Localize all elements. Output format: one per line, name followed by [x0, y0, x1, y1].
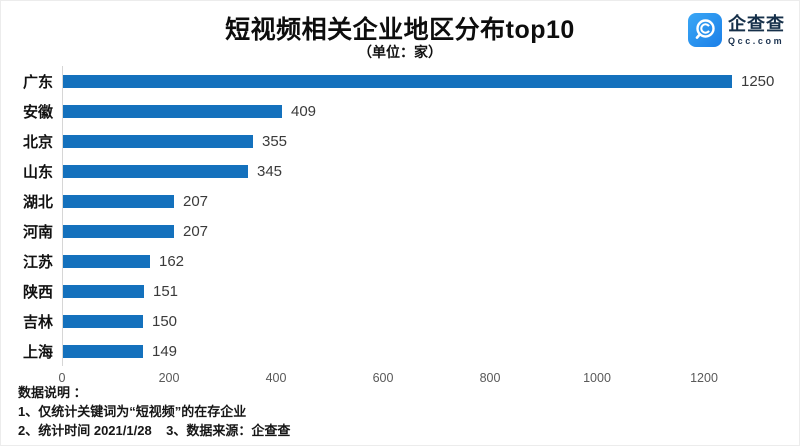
bar	[63, 74, 732, 88]
category-label: 安徽	[22, 103, 53, 121]
x-tick-label: 1000	[583, 371, 611, 385]
bar	[63, 164, 248, 178]
category-label: 山东	[22, 163, 53, 181]
page-title: 短视频相关企业地区分布top10	[225, 16, 575, 44]
bar	[63, 134, 253, 148]
bar-track: 345	[62, 156, 799, 186]
value-label: 409	[291, 102, 317, 120]
value-label: 207	[183, 192, 209, 210]
bar-row: 安徽 409	[1, 96, 799, 126]
bar	[63, 314, 143, 328]
value-label: 151	[153, 282, 179, 300]
bar	[63, 194, 174, 208]
value-label: 355	[262, 132, 288, 150]
x-tick-label: 200	[158, 371, 180, 385]
x-tick-label: 600	[372, 371, 394, 385]
value-label: 162	[159, 252, 185, 270]
bar-chart: 广东 1250 安徽 409 北京 355 山东 345 湖北 207 河南 207 江苏 162 陕西 15…	[1, 66, 799, 389]
category-label: 广东	[22, 73, 53, 91]
x-axis: 0 200 400 600 800 1000 1200	[1, 371, 799, 389]
bar-row: 广东 1250	[1, 66, 799, 96]
qcc-logo-domain: Qcc.com	[728, 35, 785, 46]
bar	[63, 104, 282, 118]
value-label: 150	[152, 312, 178, 330]
data-note-2: 2、统计时间 2021/1/28 3、数据来源：企查查	[18, 423, 291, 438]
x-tick-label: 800	[479, 371, 501, 385]
bar-row: 山东 345	[1, 156, 799, 186]
bar	[63, 224, 174, 238]
bar-rows: 广东 1250 安徽 409 北京 355 山东 345 湖北 207 河南 207 江苏 162 陕西 15…	[1, 66, 799, 366]
bar-track: 151	[62, 276, 799, 306]
category-label: 陕西	[22, 283, 53, 301]
bar-track: 1250	[62, 66, 799, 96]
value-label: 207	[183, 222, 209, 240]
bar-track: 150	[62, 306, 799, 336]
bar-row: 上海 149	[1, 336, 799, 366]
bar-row: 北京 355	[1, 126, 799, 156]
category-label: 湖北	[22, 193, 53, 211]
bar-row: 湖北 207	[1, 186, 799, 216]
bar-row: 江苏 162	[1, 246, 799, 276]
qcc-logo-text: 企查查 Qcc.com	[728, 15, 785, 46]
bar-track: 207	[62, 216, 799, 246]
bar-row: 河南 207	[1, 216, 799, 246]
qcc-logo-name: 企查查	[728, 13, 785, 34]
bar-track: 207	[62, 186, 799, 216]
qcc-logo-icon	[688, 13, 722, 47]
bar-track: 149	[62, 336, 799, 366]
x-tick-label: 1200	[690, 371, 718, 385]
value-label: 1250	[741, 72, 775, 90]
bar-track: 409	[62, 96, 799, 126]
bar-track: 355	[62, 126, 799, 156]
unit-subtitle: （单位：家）	[358, 44, 442, 60]
category-label: 江苏	[22, 253, 53, 271]
value-label: 345	[257, 162, 283, 180]
bar-row: 陕西 151	[1, 276, 799, 306]
category-label: 上海	[22, 343, 53, 361]
bar	[63, 284, 144, 298]
x-tick-label: 400	[265, 371, 287, 385]
bar-track: 162	[62, 246, 799, 276]
data-note-1: 1、仅统计关键词为“短视频”的在存企业	[18, 404, 247, 419]
bar-row: 吉林 150	[1, 306, 799, 336]
value-label: 149	[152, 342, 178, 360]
category-label: 北京	[22, 133, 53, 151]
x-tick-label: 0	[58, 371, 66, 385]
bar	[63, 344, 143, 358]
category-label: 吉林	[22, 313, 53, 331]
data-notes: 数据说明 ： 1、仅统计关键词为“短视频”的在存企业 2、统计时间 2021/1…	[18, 383, 290, 440]
data-notes-heading: 数据说明 ：	[18, 385, 87, 400]
category-label: 河南	[22, 223, 53, 241]
bar	[63, 254, 150, 268]
qcc-logo: 企查查 Qcc.com	[688, 13, 785, 47]
